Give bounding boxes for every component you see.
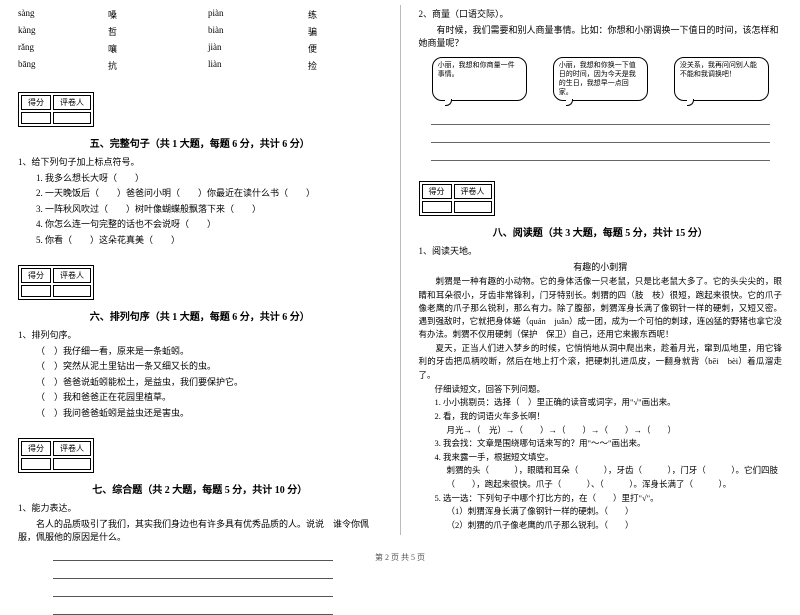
q5: 5. 选一选：下列句子中哪个打比方的，在（ ）里打"√"。 [435,492,783,506]
pinyin-cell: biàn [208,25,308,38]
score-label: 得分 [21,95,51,110]
list-item: 1. 我多么想长大呀（ ） [18,172,382,186]
speech-bubbles: 小丽，我想和你商量一件事情。 小丽，我想和你换一下值日的时间，因为今天是我的生日… [419,57,783,101]
score-box: 得分评卷人 [18,265,94,300]
section-6-title: 六、排列句序（共 1 大题，每题 6 分，共计 6 分） [18,308,382,323]
pinyin-table: sàng嗓piàn练 kàng哲biàn骗 rǎng嚷jiàn便 bāng抗li… [18,8,382,72]
list-item: 4. 你怎么连一句完整的话也不会说呀（ ） [18,218,382,232]
pinyin-cell: bāng [18,59,108,72]
list-item: （ ）我和爸爸正在花园里植草。 [18,391,382,405]
answer-line [431,147,771,161]
score-label: 得分 [21,268,51,283]
score-label: 得分 [422,184,452,199]
reading-passage: 刺猬是一种有趣的小动物。它的身体活像一只老鼠，只是比老鼠大多了。它的头尖尖的，眼… [419,275,783,381]
q1: 1. 小小挑剔员：选择（ ）里正确的读音或词字，用"√"画出来。 [435,396,783,410]
question-lead: 2、商量（口语交际）。 [419,8,783,22]
score-box: 得分评卷人 [419,181,495,216]
section-7-title: 七、综合题（共 2 大题，每题 5 分，共计 10 分） [18,481,382,496]
pinyin-cell: liàn [208,59,308,72]
char-cell: 捡 [308,59,368,72]
q4: 4. 我来露一手，根据短文填空。 [435,451,783,465]
pinyin-cell: rǎng [18,42,108,55]
grader-label: 评卷人 [53,441,91,456]
list-item: （ ）我仔细一看，原来是一条蚯蚓。 [18,345,382,359]
q4a: 刺猬的头（ ），眼睛和耳朵（ ），牙齿（ ），门牙（ ）。它们四肢（ ），跑起来… [435,464,783,491]
grader-label: 评卷人 [53,268,91,283]
char-cell: 嚷 [108,42,208,55]
pinyin-cell: jiàn [208,42,308,55]
question-lead: 1、能力表达。 [18,502,382,516]
answer-line [431,111,771,125]
list-item: （ ）突然从泥土里钻出一条又细又长的虫。 [18,360,382,374]
bubble-1: 小丽，我想和你商量一件事情。 [432,57,527,101]
sub-questions: 仔细读短文，回答下列问题。 1. 小小挑剔员：选择（ ）里正确的读音或词字，用"… [419,383,783,533]
pinyin-cell: kàng [18,25,108,38]
passage-title: 有趣的小刺猬 [419,260,783,273]
grader-label: 评卷人 [454,184,492,199]
page-footer: 第 2 页 共 5 页 [0,552,800,563]
section-8-title: 八、阅读题（共 3 大题，每题 5 分，共计 15 分） [419,224,783,239]
q2a: 月光→（ 光）→（ ）→（ ）→（ ）→（ ） [435,424,783,438]
bubble-3: 没关系，我再问问别人能不能和我调换吧！ [674,57,769,101]
right-column: 2、商量（口语交际）。 有时候，我们需要和别人商量事情。比如：你想和小丽调换一下… [401,0,800,565]
list-item: 3. 一阵秋风吹过（ ）树叶像蝴蝶般飘落下来（ ） [18,203,382,217]
bubble-2: 小丽，我想和你换一下值日的时间，因为今天是我的生日，我想早一点回家。 [553,57,648,101]
passage-p2: 夏天，正当人们进入梦乡的时候，它悄悄地从洞中爬出来，趁着月光，窜到瓜地里，用它锋… [419,342,783,382]
pinyin-cell: sàng [18,8,108,21]
score-label: 得分 [21,441,51,456]
char-cell: 哲 [108,25,208,38]
q5b: （2）刺猬的爪子像老鹰的爪子那么锐利。（ ） [435,519,783,533]
question-body: 有时候，我们需要和别人商量事情。比如：你想和小丽调换一下值日的时间，该怎样和她商… [419,24,783,51]
list-item: 2. 一天晚饭后（ ）爸爸问小明（ ）你最近在读什么书（ ） [18,187,382,201]
question-lead: 1、阅读天地。 [419,245,783,259]
char-cell: 抗 [108,59,208,72]
answer-line [431,129,771,143]
list-item: 5. 你看（ ）这朵花真美（ ） [18,234,382,248]
char-cell: 便 [308,42,368,55]
q3: 3. 我会找：文章是围绕哪句话来写的？用"～～"画出来。 [435,437,783,451]
grader-label: 评卷人 [53,95,91,110]
score-box: 得分评卷人 [18,92,94,127]
question-lead: 1、排列句序。 [18,329,382,343]
left-column: sàng嗓piàn练 kàng哲biàn骗 rǎng嚷jiàn便 bāng抗li… [0,0,400,565]
list-item: （ ）爸爸说蚯蚓能松土，是益虫，我们要保护它。 [18,376,382,390]
q-lead: 仔细读短文，回答下列问题。 [435,383,783,397]
question-body: 名人的品质吸引了我们，其实我们身边也有许多具有优秀品质的人。说说 谁令你佩服，佩… [18,518,382,545]
pinyin-cell: piàn [208,8,308,21]
passage-p1: 刺猬是一种有趣的小动物。它的身体活像一只老鼠，只是比老鼠大多了。它的头尖尖的，眼… [419,275,783,341]
section-5-title: 五、完整句子（共 1 大题，每题 6 分，共计 6 分） [18,135,382,150]
question-lead: 1、给下列句子加上标点符号。 [18,156,382,170]
q5a: （1）刺猬浑身长满了像钢针一样的硬刺。（ ） [435,505,783,519]
char-cell: 骗 [308,25,368,38]
q2: 2. 看，我的词语火车多长啊！ [435,410,783,424]
list-item: （ ）我问爸爸蚯蚓是益虫还是害虫。 [18,407,382,421]
char-cell: 练 [308,8,368,21]
score-box: 得分评卷人 [18,438,94,473]
char-cell: 嗓 [108,8,208,21]
